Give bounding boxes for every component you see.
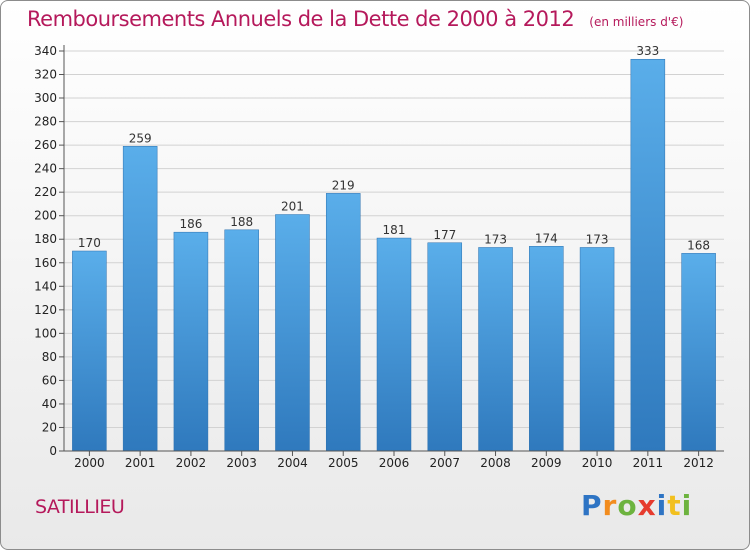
- y-tick-label: 260: [34, 138, 57, 152]
- y-tick-label: 60: [42, 373, 57, 387]
- bar-2012: [681, 253, 716, 452]
- bar-2011: [630, 58, 666, 452]
- y-tick-label: 100: [34, 326, 57, 340]
- y-tick-label: 280: [34, 115, 57, 129]
- data-label-2008: 173: [484, 232, 507, 246]
- x-tick-label-2009: 2009: [531, 456, 562, 470]
- bar-2006: [376, 237, 412, 452]
- x-tick-label-2002: 2002: [176, 456, 207, 470]
- x-tick-label-2001: 2001: [125, 456, 156, 470]
- x-tick-label-2004: 2004: [277, 456, 308, 470]
- bar-2010: [579, 247, 615, 452]
- data-label-2007: 177: [433, 228, 456, 242]
- bar-2002: [173, 231, 209, 452]
- x-tick-label-2006: 2006: [379, 456, 410, 470]
- data-label-2009: 174: [535, 231, 558, 245]
- y-tick-label: 40: [42, 397, 57, 411]
- commune-name: SATILLIEU: [35, 496, 125, 518]
- data-label-2004: 201: [281, 200, 304, 214]
- data-label-2005: 219: [332, 178, 355, 192]
- y-tick-label: 220: [34, 185, 57, 199]
- data-label-2010: 173: [586, 232, 609, 246]
- bar-2003: [224, 229, 259, 452]
- bar-2005: [325, 193, 361, 452]
- y-tick-label: 120: [34, 303, 57, 317]
- data-label-2006: 181: [383, 223, 406, 237]
- chart-title-row: Remboursements Annuels de la Dette de 20…: [27, 7, 683, 31]
- data-label-2012: 168: [687, 238, 710, 252]
- x-tick-label-2012: 2012: [683, 456, 714, 470]
- bar-2004: [275, 214, 310, 452]
- bar-2001: [122, 146, 158, 452]
- x-tick-label-2008: 2008: [480, 456, 511, 470]
- x-tick-label-2005: 2005: [328, 456, 359, 470]
- bar-2000: [72, 250, 107, 452]
- data-label-2003: 188: [230, 215, 253, 229]
- axes: [63, 45, 724, 452]
- x-tick-label-2010: 2010: [582, 456, 613, 470]
- data-label-2000: 170: [78, 236, 101, 250]
- y-tick-label: 20: [42, 420, 57, 434]
- bar-2009: [529, 246, 564, 452]
- y-tick-label: 240: [34, 162, 57, 176]
- proxiti-logo: Proxiti: [581, 489, 693, 522]
- y-tick-label: 180: [34, 232, 57, 246]
- bar-2008: [478, 247, 513, 452]
- y-tick-label: 80: [42, 350, 57, 364]
- bars: 170 259 186 188 201 219 181 177 173 174 173 333 168: [72, 44, 716, 452]
- y-tick-label: 300: [34, 91, 57, 105]
- y-axis-ticks: 0 20 40 60 80 100 120 140 160 180 200 220 240 260 280 3…: [34, 44, 64, 458]
- data-label-2002: 186: [179, 217, 202, 231]
- y-tick-label: 160: [34, 256, 57, 270]
- x-axis-ticks: 2000 2001 2002 2003 2004 2005 2006 2007 2008 2009…: [74, 451, 714, 470]
- x-tick-label-2000: 2000: [74, 456, 105, 470]
- unit-note: (en milliers d'€): [589, 15, 684, 29]
- x-tick-label-2003: 2003: [226, 456, 257, 470]
- y-tick-label: 200: [34, 209, 57, 223]
- x-tick-label-2007: 2007: [429, 456, 460, 470]
- chart-title: Remboursements Annuels de la Dette de 20…: [27, 7, 575, 31]
- y-tick-label: 320: [34, 68, 57, 82]
- x-tick-label-2011: 2011: [633, 456, 664, 470]
- data-label-2001: 259: [129, 131, 152, 145]
- data-label-2011: 333: [636, 44, 659, 58]
- bar-2007: [427, 242, 463, 452]
- y-tick-label: 340: [34, 44, 57, 58]
- y-tick-label: 140: [34, 279, 57, 293]
- y-tick-label: 0: [49, 444, 57, 458]
